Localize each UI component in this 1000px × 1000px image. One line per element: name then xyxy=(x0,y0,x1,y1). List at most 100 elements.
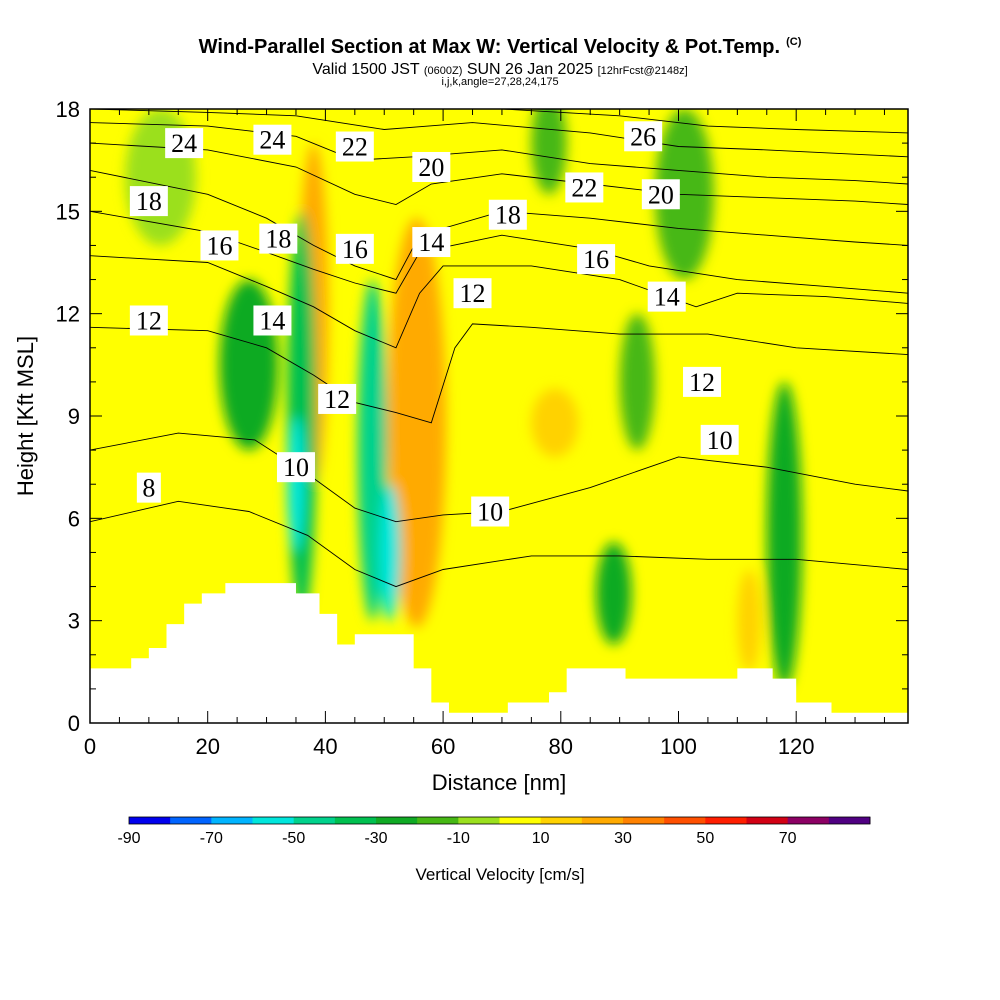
contour-label: 14 xyxy=(647,281,686,312)
forecast-info: [12hrFcst@2148z] xyxy=(597,65,688,77)
contour-label-bg xyxy=(412,227,451,258)
contour-label-text: 16 xyxy=(583,245,609,274)
contour-label: 22 xyxy=(335,131,374,162)
velocity-region xyxy=(596,542,632,645)
axes: 0 20 40 60 80 100 120 0 3 6 9 12 15 18 xyxy=(56,97,908,759)
contour-label-bg xyxy=(453,278,492,309)
colorbar-swatch xyxy=(211,817,253,824)
contour-label-bg xyxy=(412,151,451,182)
contour-label-bg xyxy=(165,128,204,159)
contour-label-text: 14 xyxy=(654,283,680,312)
velocity-region xyxy=(379,484,401,621)
contour-label-text: 22 xyxy=(342,133,368,162)
contour-label: 8 xyxy=(136,472,161,503)
colorbar-label: 30 xyxy=(614,830,632,847)
y-tick-label: 3 xyxy=(68,609,80,634)
velocity-region xyxy=(287,211,317,621)
colorbar-label: -70 xyxy=(200,830,223,847)
x-tick-label: 60 xyxy=(431,734,455,759)
contour-label: 14 xyxy=(412,227,451,258)
contour-label: 20 xyxy=(641,179,680,210)
y-tick-label: 0 xyxy=(68,711,80,736)
x-axis-title: Distance [nm] xyxy=(432,770,567,795)
contour-label-text: 22 xyxy=(571,173,597,202)
contour-label-text: 16 xyxy=(342,235,368,264)
colorbar-label: -10 xyxy=(447,830,470,847)
contour-label-text: 18 xyxy=(136,187,162,216)
contour-label-bg xyxy=(129,305,168,336)
contour-label: 26 xyxy=(624,121,663,152)
contour-label: 22 xyxy=(565,172,604,203)
contour-label: 14 xyxy=(253,305,292,336)
contour-label: 12 xyxy=(453,278,492,309)
contour-label-text: 10 xyxy=(477,498,503,527)
contour-label-bg xyxy=(647,281,686,312)
colorbar-label: 70 xyxy=(779,830,797,847)
contour-label-bg xyxy=(577,244,616,275)
theta-contour xyxy=(90,432,908,523)
contour-label-text: 18 xyxy=(495,201,521,230)
velocity-region xyxy=(619,313,655,451)
velocity-region xyxy=(531,388,579,457)
contour-label: 10 xyxy=(471,496,510,527)
colorbar-frame xyxy=(128,816,871,825)
contour-label: 16 xyxy=(335,233,374,264)
contour-label-text: 10 xyxy=(707,426,733,455)
colorbar-label: -30 xyxy=(364,830,387,847)
contour-label: 12 xyxy=(318,383,357,414)
x-tick-label: 80 xyxy=(549,734,573,759)
velocity-region xyxy=(737,569,761,672)
contour-label: 10 xyxy=(276,452,315,483)
contour-label: 18 xyxy=(488,199,527,230)
contour-label-bg xyxy=(565,172,604,203)
colorbar-swatch xyxy=(828,817,871,824)
colorbar-label: -90 xyxy=(117,830,140,847)
contour-label: 12 xyxy=(129,305,168,336)
contour-label-bg xyxy=(471,496,510,527)
contour-label-bg xyxy=(259,223,298,254)
contour-label: 24 xyxy=(165,128,204,159)
contour-label-text: 20 xyxy=(418,153,444,182)
colorbar-swatch xyxy=(581,817,624,824)
chart-title: Wind-Parallel Section at Max W: Vertical… xyxy=(0,36,1000,59)
theta-contour xyxy=(90,142,908,205)
contour-label-text: 18 xyxy=(265,225,291,254)
colorbar-label: 50 xyxy=(696,830,714,847)
x-tick-label: 100 xyxy=(660,734,697,759)
velocity-region xyxy=(287,416,305,553)
x-tick-label: 120 xyxy=(778,734,815,759)
colorbar-swatch xyxy=(376,817,418,824)
index-line: i,j,k,angle=27,28,24,175 xyxy=(0,76,1000,88)
colorbar-label: -50 xyxy=(282,830,305,847)
valid-date: SUN 26 Jan 2025 xyxy=(466,61,594,78)
contour-label-text: 14 xyxy=(259,306,285,335)
colorbar-label: 10 xyxy=(532,830,550,847)
velocity-region xyxy=(766,381,803,689)
contour-label-text: 12 xyxy=(136,306,162,335)
colorbar-swatch xyxy=(746,817,789,824)
velocity-region xyxy=(357,279,388,621)
contour-label-text: 24 xyxy=(259,126,285,155)
contour-label-bg xyxy=(318,383,357,414)
colorbar: -90 -70 -50 -30 -10 10 30 50 70 xyxy=(117,816,871,847)
contour-label-bg xyxy=(624,121,663,152)
contour-label: 12 xyxy=(683,366,722,397)
contour-label-bg xyxy=(683,366,722,397)
colorbar-swatch xyxy=(458,817,500,824)
colorbar-swatch xyxy=(540,817,583,824)
copyright-mark: (C) xyxy=(786,36,802,49)
colorbar-swatch xyxy=(664,817,706,824)
terrain xyxy=(90,583,908,723)
contour-label-text: 20 xyxy=(648,180,674,209)
colorbar-swatch xyxy=(499,817,542,824)
contour-label-text: 16 xyxy=(206,231,232,260)
y-tick-label: 18 xyxy=(56,97,80,122)
contour-labels: 8 10 10 10 12 12 12 12 14 14 14 16 16 16 18 18 18 20 20 22 2… xyxy=(129,121,739,527)
colorbar-swatch xyxy=(334,817,377,824)
contour-label-bg xyxy=(253,124,292,155)
contour-label-bg xyxy=(335,233,374,264)
contour-label-bg xyxy=(136,472,161,503)
contour-label: 16 xyxy=(200,230,239,261)
y-tick-label: 6 xyxy=(68,506,80,531)
contour-label: 16 xyxy=(577,244,616,275)
